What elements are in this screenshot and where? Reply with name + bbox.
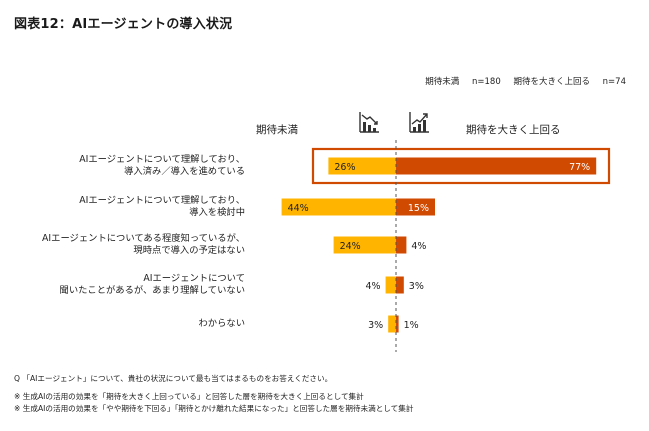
footnote-1: ※ 生成AIの活用の効果を「期待を大きく上回っている」と回答した層を期待を大きく… (14, 392, 364, 401)
sample-below-n: n=180 (472, 77, 501, 87)
value-label-above: 4% (411, 241, 426, 252)
legend-above: 期待を大きく上回る (466, 124, 561, 136)
category-label: AIエージェントについて理解しており、 導入を検討中 (79, 195, 245, 218)
bar-above (396, 198, 435, 216)
footnote-2: ※ 生成AIの活用の効果を「やや期待を下回る」「期待とかけ離れた結果になった」と… (14, 404, 414, 413)
value-label-below: 24% (340, 241, 361, 252)
legend-below: 期待未満 (256, 124, 298, 136)
chart-title: 図表12：AIエージェントの導入状況 (14, 17, 233, 32)
value-label-below: 3% (368, 320, 383, 331)
value-label-above: 3% (409, 281, 424, 292)
category-label: AIエージェントについて理解しており、 導入済み／導入を進めている (79, 154, 245, 177)
bar-above (396, 236, 407, 254)
footnotes: Q 「AIエージェント」について、貴社の状況について最も当てはまるものをお答えく… (14, 373, 413, 415)
value-label-above: 1% (404, 320, 419, 331)
bar-below (328, 157, 396, 175)
bar-above (396, 276, 404, 294)
value-label-above: 77% (569, 162, 590, 173)
diverging-bar-chart: 26% 77% 44% 15% 24% 4% 4% 3% 3% 1% (281, 140, 611, 352)
category-label: AIエージェントについてある程度知っているが、 現時点で導入の予定はない (42, 233, 245, 256)
bar-below (333, 236, 396, 254)
bar-above (396, 157, 597, 175)
sample-below-label: 期待未満 (425, 77, 460, 87)
category-label: わからない (198, 318, 246, 329)
category-label: AIエージェントについて 聞いたことがあるが、あまり理解していない (59, 273, 245, 296)
survey-question: Q 「AIエージェント」について、貴社の状況について最も当てはまるものをお答えく… (14, 374, 333, 383)
value-label-above: 15% (408, 203, 429, 214)
bar-below (388, 315, 396, 333)
declining-chart-icon (359, 112, 379, 133)
value-label-below: 4% (366, 281, 381, 292)
bar-below (385, 276, 396, 294)
bar-above (396, 315, 399, 333)
value-label-below: 26% (334, 162, 355, 173)
sample-above-label: 期待を大きく上回る (513, 77, 590, 87)
value-label-below: 44% (288, 203, 309, 214)
sample-sizes: 期待未満 n=180 期待を大きく上回る n=74 (425, 75, 626, 87)
sample-above-n: n=74 (602, 77, 626, 87)
bar-below (281, 198, 396, 216)
rising-chart-icon (409, 112, 429, 133)
highlight-frame (311, 147, 611, 185)
